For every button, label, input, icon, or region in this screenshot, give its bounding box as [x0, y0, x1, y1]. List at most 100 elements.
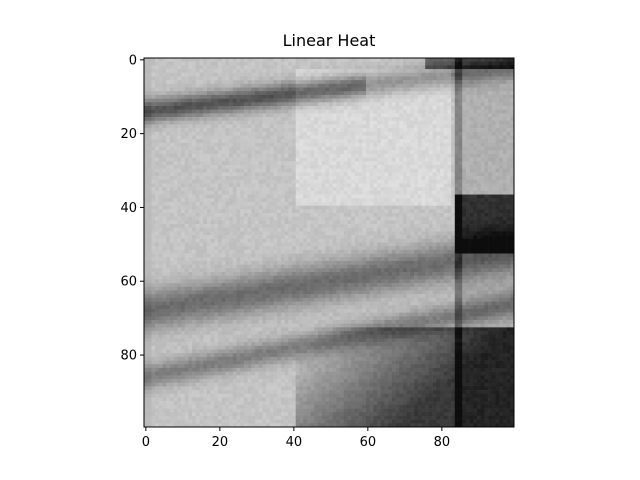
heat-cell: [391, 69, 396, 74]
heat-cell: [458, 69, 463, 74]
heat-cell: [173, 198, 178, 203]
heat-cell: [343, 183, 348, 188]
heat-cell: [373, 235, 378, 240]
heat-cell: [284, 187, 289, 192]
heat-cell: [399, 153, 404, 158]
heat-cell: [506, 235, 511, 240]
heat-cell: [251, 238, 256, 243]
heat-cell: [280, 224, 285, 229]
heat-cell: [147, 205, 152, 210]
heat-cell: [343, 87, 348, 92]
heat-cell: [251, 224, 256, 229]
heat-cell: [510, 124, 514, 129]
heat-cell: [506, 65, 511, 70]
heat-cell: [277, 113, 282, 118]
heat-cell: [425, 179, 430, 184]
heat-cell: [258, 150, 263, 155]
heat-cell: [432, 76, 437, 81]
heat-cell: [273, 224, 278, 229]
heat-cell: [347, 161, 352, 166]
heat-cell: [144, 131, 148, 136]
heat-cell: [473, 105, 478, 110]
heat-cell: [258, 165, 263, 169]
heat-cell: [195, 58, 200, 62]
heat-cell: [506, 83, 511, 88]
heat-cell: [158, 183, 163, 188]
heat-cell: [403, 61, 407, 66]
heat-cell: [469, 201, 474, 206]
heat-cell: [247, 183, 252, 188]
heat-cell: [206, 190, 211, 195]
heat-cell: [273, 69, 278, 74]
heat-cell: [243, 165, 248, 169]
heat-cell: [218, 216, 222, 221]
heat-cell: [491, 172, 496, 177]
chart-title: Linear Heat: [282, 31, 376, 50]
heat-cell: [417, 153, 422, 158]
heat-cell: [240, 105, 245, 110]
heat-cell: [295, 168, 300, 173]
heat-cell: [258, 65, 263, 70]
heat-cell: [240, 212, 245, 217]
heat-cell: [495, 72, 500, 77]
heat-cell: [247, 135, 252, 140]
heat-cell: [240, 113, 245, 118]
heat-cell: [336, 61, 341, 66]
heat-cell: [484, 227, 489, 232]
heat-cell: [399, 113, 404, 118]
heat-cell: [240, 58, 245, 62]
heat-cell: [477, 105, 481, 110]
heat-cell: [343, 165, 348, 169]
heat-cell: [251, 153, 256, 158]
heat-cell: [280, 61, 285, 66]
heat-cell: [306, 153, 311, 158]
heat-cell: [362, 194, 367, 199]
heat-cell: [155, 168, 160, 173]
heat-cell: [417, 135, 422, 140]
heat-cell: [351, 69, 356, 74]
heat-cell: [258, 58, 263, 62]
heat-cell: [410, 113, 415, 118]
heat-cell: [432, 83, 437, 88]
heat-cell: [321, 65, 326, 70]
heat-cell: [218, 231, 222, 236]
heat-cell: [473, 157, 478, 162]
heat-cell: [303, 216, 308, 221]
heat-cell: [484, 131, 489, 136]
heat-cell: [295, 65, 300, 70]
heat-cell: [391, 113, 396, 118]
heat-cell: [210, 105, 215, 110]
heat-cell: [421, 72, 426, 77]
heat-cell: [343, 220, 348, 225]
heat-cell: [266, 212, 271, 217]
heat-cell: [299, 58, 304, 62]
heat-cell: [480, 120, 485, 125]
heat-cell: [343, 72, 348, 77]
heat-cell: [144, 72, 148, 77]
heat-cell: [210, 216, 215, 221]
heat-cell: [258, 183, 263, 188]
heat-cell: [417, 69, 422, 74]
heat-cell: [314, 216, 319, 221]
heat-cell: [251, 105, 256, 110]
heat-cell: [510, 150, 514, 155]
heat-cell: [232, 128, 237, 133]
heat-cell: [321, 102, 326, 107]
heat-cell: [188, 172, 193, 177]
heat-cell: [340, 179, 345, 184]
heat-cell: [436, 194, 441, 199]
heat-cell: [255, 176, 259, 181]
heat-cell: [321, 216, 326, 221]
heat-cell: [499, 187, 504, 192]
heat-cell: [417, 179, 422, 184]
heat-cell: [329, 94, 333, 99]
heat-cell: [266, 91, 271, 96]
heat-cell: [377, 128, 382, 133]
heat-cell: [406, 168, 411, 173]
heat-cell: [184, 190, 189, 195]
heat-cell: [462, 80, 467, 85]
heat-cell: [195, 124, 200, 129]
heat-cell: [188, 146, 193, 151]
heat-cell: [391, 190, 396, 195]
heat-cell: [303, 190, 308, 195]
